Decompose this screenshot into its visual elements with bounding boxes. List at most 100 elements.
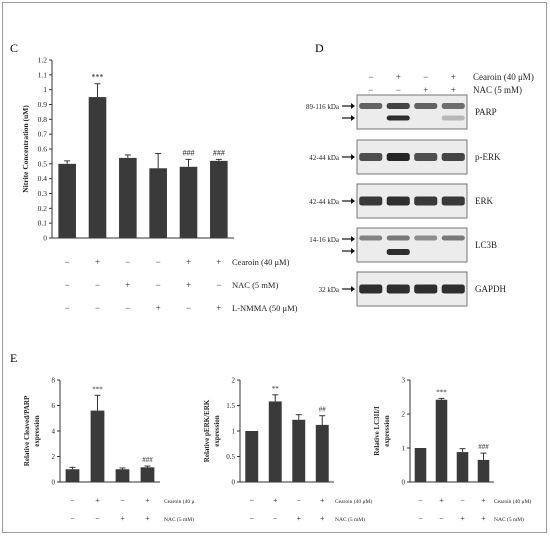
treatment-sign: + — [216, 303, 221, 313]
blot-band — [441, 196, 465, 206]
treatment-sign: + — [125, 280, 130, 290]
treatment-label: Cearoin (40 μM) — [164, 498, 194, 505]
protein-label: PARP — [475, 107, 497, 117]
treatment-sign: − — [156, 280, 161, 290]
treatment-sign: + — [481, 514, 486, 523]
treatment-sign: + — [145, 514, 150, 523]
y-tick-label: 0.1 — [38, 219, 48, 228]
treatment-sign: − — [156, 257, 161, 267]
treatment-label: NAC (5 mM) — [494, 516, 524, 523]
y-tick-label: 1.1 — [38, 70, 48, 79]
bar — [315, 424, 329, 482]
treatment-sign: + — [95, 496, 100, 505]
significance-label: ## — [319, 406, 327, 414]
blot-band — [386, 103, 410, 109]
bar — [477, 459, 490, 482]
significance-label: *** — [92, 385, 103, 393]
bar — [292, 419, 306, 482]
significance-label: ### — [142, 456, 153, 464]
y-axis-label: Nitrite Concentration (uM) — [21, 105, 30, 193]
y-tick-label: 1 — [232, 428, 236, 436]
treatment-sign: − — [70, 514, 75, 523]
molecular-weight-label: 42-44 kDa — [309, 154, 340, 162]
y-axis-label: expression — [33, 415, 41, 446]
treatment-label: Cearoin (40 μM) — [232, 257, 290, 267]
treatment-sign: − — [120, 496, 125, 505]
treatment-label: NAC (5 mM) — [164, 516, 194, 523]
treatment-sign: − — [95, 280, 100, 290]
y-tick-label: 0.4 — [38, 174, 48, 183]
treatment-sign: + — [273, 496, 278, 505]
y-tick-label: 0.3 — [38, 189, 48, 198]
treatment-sign: − — [216, 280, 221, 290]
band-arrow-head — [351, 236, 355, 242]
y-axis-label: expression — [213, 415, 221, 446]
y-tick-label: 0.7 — [38, 130, 48, 139]
protein-label: LC3B — [475, 240, 497, 250]
blot-band — [359, 284, 383, 294]
blot-band — [386, 153, 410, 161]
treatment-sign: + — [95, 257, 100, 267]
treatment-sign: + — [460, 514, 465, 523]
lc3-bar-chart: 0 1 2 3 Relative LC3II/I expression *** ### − + − +… — [373, 377, 531, 524]
bar — [115, 469, 130, 482]
panel-letter-d: D — [315, 41, 324, 55]
treatment-sign: + — [216, 257, 221, 267]
significance-label: *** — [436, 388, 447, 396]
blot-band — [386, 196, 410, 206]
treatment-label: Cearoin (40 μM) — [494, 498, 531, 505]
y-tick-label: 6 — [52, 402, 56, 410]
bar — [149, 168, 167, 238]
molecular-weight-label: 14-16 kDa — [309, 236, 340, 244]
bar — [65, 469, 80, 482]
y-tick-label: 1.2 — [38, 56, 48, 65]
y-tick-label: 0 — [52, 479, 56, 487]
bar — [414, 448, 427, 482]
y-tick-label: 3 — [402, 377, 406, 385]
y-tick-label: 8 — [52, 377, 56, 385]
treatment-label: L-NMMA (50 μM) — [232, 303, 298, 313]
bar — [179, 166, 198, 238]
treatment-sign: + — [320, 514, 325, 523]
molecular-weight-label: 42-44 kDa — [309, 198, 340, 206]
significance-label: ### — [213, 148, 225, 157]
blot-treatment-sign: − — [396, 85, 401, 95]
blot-treatment-label: NAC (5 mM) — [473, 85, 522, 95]
y-tick-label: 0.2 — [38, 204, 48, 213]
panel-letter-e: E — [10, 351, 17, 365]
blot-box — [356, 94, 468, 130]
y-axis-label: Relative LC3II/I — [373, 406, 381, 456]
treatment-sign: + — [481, 496, 486, 505]
blot-band — [441, 103, 465, 109]
y-tick-label: 2 — [52, 453, 56, 461]
blot-treatment-label: Cearoin (40 μM) — [473, 72, 534, 82]
y-tick-label: 1.5 — [226, 402, 235, 410]
treatment-sign: − — [460, 496, 465, 505]
treatment-sign: − — [70, 496, 75, 505]
y-tick-label: 0.5 — [226, 453, 235, 461]
western-blot: − + − + Cearoin (40 μM) − − + + NAC (5 mM) 89-116 … — [306, 72, 534, 307]
blot-box — [356, 227, 468, 263]
molecular-weight-label: 89-116 kDa — [306, 103, 340, 111]
blot-band — [359, 235, 383, 241]
blot-treatment-sign: − — [368, 72, 373, 82]
treatment-sign: + — [186, 257, 191, 267]
blot-band — [414, 196, 438, 206]
bar — [140, 467, 155, 482]
blot-treatment-sign: + — [451, 85, 456, 95]
blot-band — [441, 235, 465, 241]
treatment-sign: + — [120, 514, 125, 523]
blot-band — [359, 153, 383, 161]
y-tick-label: 0.8 — [38, 115, 48, 124]
protein-label: ERK — [475, 196, 494, 206]
blot-band — [386, 235, 410, 241]
treatment-sign: − — [273, 514, 278, 523]
y-tick-label: 0 — [402, 479, 406, 487]
treatment-sign: − — [125, 303, 130, 313]
y-tick-label: 2 — [232, 377, 236, 385]
blot-treatment-sign: − — [423, 72, 428, 82]
panel-letter-c: C — [10, 41, 18, 55]
treatment-sign: − — [95, 514, 100, 523]
bar — [58, 163, 76, 238]
